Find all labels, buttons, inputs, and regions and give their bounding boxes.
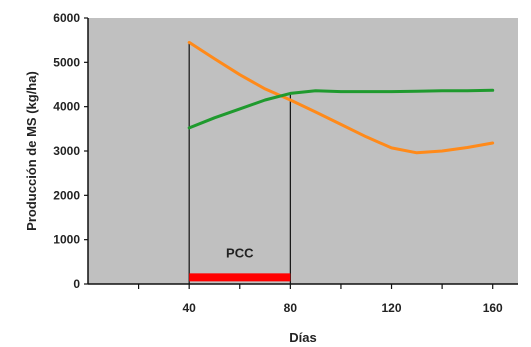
series-layer (187, 40, 495, 155)
y-tick-label: 6000 (53, 11, 80, 25)
x-tick-label: 160 (483, 301, 503, 315)
y-axis-label: Producción de MS (kg/ha) (24, 71, 39, 231)
y-tick-label: 1000 (53, 233, 80, 247)
y-tick-label: 5000 (53, 55, 80, 69)
series-line-2 (187, 88, 495, 130)
y-tick-label: 4000 (53, 100, 80, 114)
x-tick-label: 120 (382, 301, 402, 315)
pcc-period-bar (189, 273, 291, 282)
y-tick-label: 2000 (53, 188, 80, 202)
x-tick-label: 80 (284, 301, 298, 315)
y-tick-label: 0 (73, 277, 80, 291)
marker-lines (188, 42, 291, 284)
axes: 0 1000 2000 3000 4000 5000 6000 40 80 120 160 (53, 11, 518, 315)
x-axis-label: Días (289, 330, 316, 345)
x-tick-label: 40 (182, 301, 196, 315)
pcc-annotation: PCC (226, 245, 254, 260)
y-tick-label: 3000 (53, 144, 80, 158)
plot-area (88, 18, 518, 284)
series-line-1 (187, 40, 495, 155)
period-bar-layer (189, 273, 291, 282)
